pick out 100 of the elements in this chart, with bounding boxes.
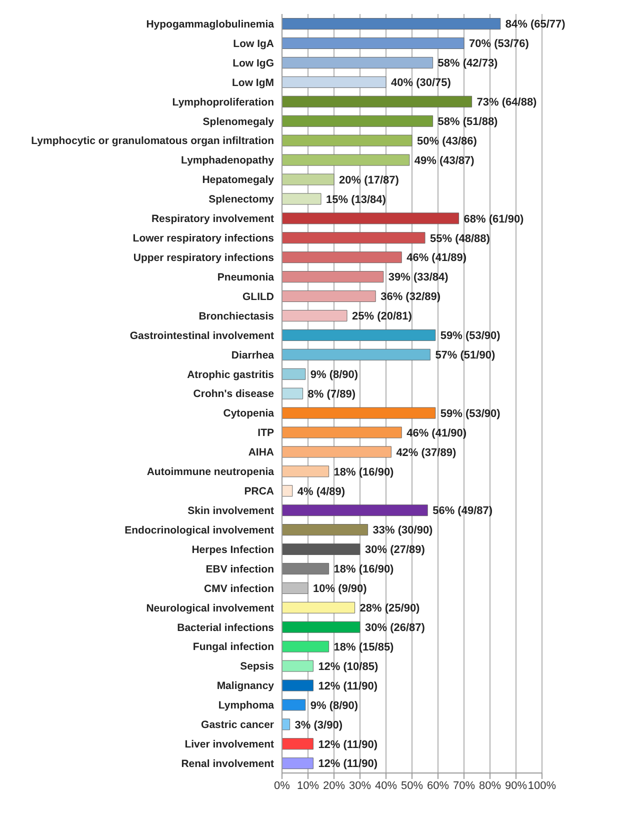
data-label: 73% (64/88)	[476, 96, 538, 109]
data-label: 4% (4/89)	[297, 486, 346, 498]
bar	[282, 621, 360, 633]
x-tick-label: 20%	[322, 780, 346, 792]
bar	[282, 504, 428, 516]
y-tick-label: Diarrhea	[231, 349, 274, 362]
x-tick-label: 90%	[504, 780, 528, 792]
bar	[282, 524, 368, 536]
bar	[282, 660, 314, 672]
data-label: 57% (51/90)	[435, 350, 496, 362]
y-tick-label: Hepatomegaly	[202, 174, 274, 186]
data-label: 58% (51/88)	[438, 116, 498, 128]
bar	[282, 582, 308, 594]
y-tick-label: Malignancy	[216, 680, 274, 692]
x-tick-label: 70%	[452, 780, 476, 792]
data-label: 59% (53/90)	[440, 330, 501, 342]
data-label: 36% (32/89)	[380, 291, 441, 304]
y-tick-label: Low IgG	[232, 57, 274, 70]
bar	[282, 96, 472, 108]
x-tick-label: 100%	[528, 780, 556, 792]
data-label: 30% (26/87)	[365, 622, 426, 634]
data-label: 28% (25/90)	[360, 602, 420, 615]
x-tick-label: 50%	[400, 780, 424, 792]
y-tick-label: Gastrointestinal involvement	[130, 330, 274, 342]
y-tick-label: Renal involvement	[181, 758, 274, 770]
bar	[282, 193, 322, 205]
data-label: 18% (16/90)	[334, 564, 394, 576]
data-label: 39% (33/84)	[388, 272, 449, 284]
data-label: 18% (15/85)	[334, 641, 394, 654]
bar	[282, 738, 314, 750]
y-tick-label: CMV infection	[204, 582, 274, 595]
y-tick-label: Low IgA	[233, 38, 274, 50]
bar	[282, 271, 384, 283]
y-tick-label: Low IgM	[232, 76, 274, 89]
bar	[282, 718, 290, 730]
y-tick-label: Sepsis	[240, 660, 274, 673]
data-label: 70% (53/76)	[469, 38, 530, 50]
bar	[282, 485, 293, 497]
y-tick-label: Lymphadenopathy	[181, 154, 274, 167]
y-tick-label: Herpes Infection	[192, 544, 274, 556]
bar	[282, 329, 436, 341]
x-tick-label: 30%	[348, 780, 372, 792]
bar	[282, 640, 330, 652]
x-tick-label: 10%	[296, 780, 320, 792]
bar	[282, 699, 306, 711]
y-tick-label: Atrophic gastritis	[187, 368, 274, 381]
data-label: 30% (27/89)	[365, 544, 426, 556]
bar	[282, 388, 304, 400]
y-tick-label: Pneumonia	[217, 271, 274, 284]
data-label: 9% (8/90)	[310, 368, 358, 381]
y-tick-label: Neurological involvement	[146, 602, 274, 614]
bar	[282, 602, 356, 614]
bar	[282, 37, 464, 49]
bar	[282, 154, 410, 166]
bar	[282, 115, 434, 127]
data-label: 20% (17/87)	[339, 174, 400, 186]
bar	[282, 758, 314, 770]
y-tick-label: Lower respiratory infections	[132, 232, 274, 245]
y-tick-label: Skin involvement	[188, 504, 274, 517]
bar	[282, 348, 430, 360]
data-label: 58% (42/73)	[438, 58, 498, 70]
y-tick-label: Gastric cancer	[201, 719, 274, 732]
x-tick-label: 40%	[374, 780, 398, 792]
y-tick-label: Hypogammaglobulinemia	[146, 18, 274, 30]
bar	[282, 310, 348, 322]
y-tick-label: EBV infection	[206, 563, 274, 576]
y-tick-label: AIHA	[248, 446, 274, 459]
data-label: 84% (65/77)	[505, 18, 566, 31]
bar	[282, 290, 376, 302]
data-label: 12% (11/90)	[318, 758, 378, 770]
y-tick-label: Bronchiectasis	[198, 310, 274, 322]
x-tick-label: 0%	[274, 780, 290, 792]
y-tick-label: Cytopenia	[223, 408, 274, 420]
bar	[282, 446, 392, 458]
y-tick-label: Upper respiratory infections	[133, 252, 274, 264]
bar	[282, 543, 360, 555]
y-tick-label: Endocrinological involvement	[124, 524, 274, 536]
bar	[282, 252, 402, 264]
bar	[282, 232, 426, 244]
y-tick-label: Lymphoproliferation	[172, 96, 274, 108]
bar	[282, 174, 334, 186]
data-label: 46% (41/90)	[406, 427, 467, 440]
data-label: 56% (49/87)	[432, 505, 493, 518]
y-tick-label: Bacterial infections	[177, 622, 274, 634]
y-tick-label: GLILD	[242, 290, 274, 303]
bar	[282, 426, 402, 438]
y-tick-label: Liver involvement	[184, 738, 275, 751]
data-label: 25% (20/81)	[352, 310, 412, 323]
bar	[282, 407, 436, 419]
y-tick-label: Autoimmune neutropenia	[146, 466, 274, 478]
bar	[282, 56, 434, 68]
data-label: 42% (37/89)	[396, 446, 456, 459]
data-label: 40% (30/75)	[391, 77, 452, 90]
x-tick-label: 80%	[478, 780, 502, 792]
y-tick-label: ITP	[258, 427, 274, 440]
y-tick-label: Fungal infection	[192, 641, 274, 654]
bar	[282, 212, 460, 224]
bar	[282, 466, 330, 478]
bar	[282, 134, 412, 146]
y-tick-label: Lymphocytic or granulomatous organ infiltration	[31, 135, 274, 148]
